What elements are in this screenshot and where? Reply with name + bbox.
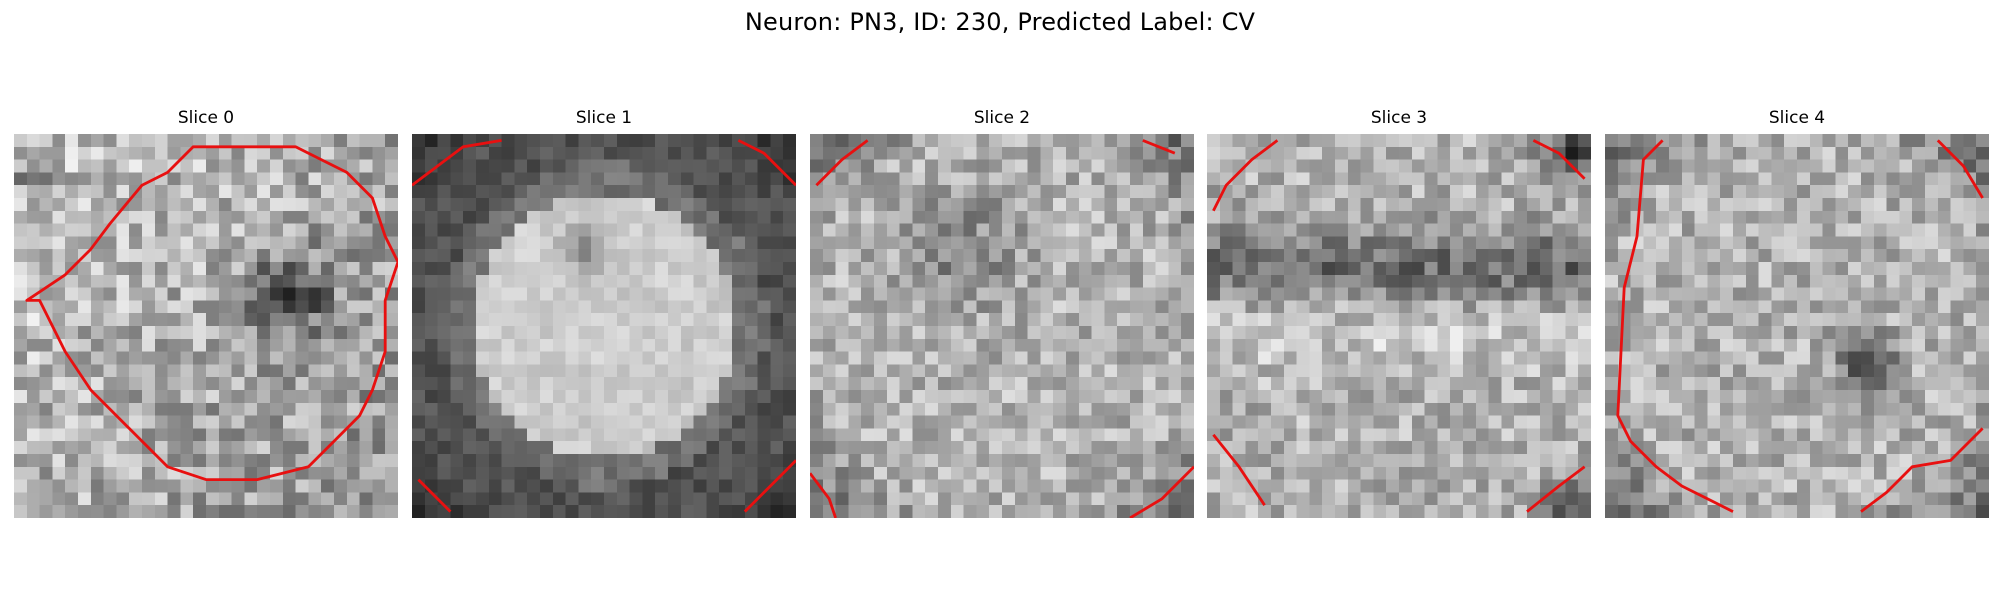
contour-overlay (412, 139, 796, 513)
segmentation-contour (1616, 139, 1734, 513)
slice-title: Slice 4 (1768, 108, 1826, 128)
figure-title: Neuron: PN3, ID: 230, Predicted Label: C… (744, 8, 1256, 36)
segmentation-contour (1936, 139, 1984, 199)
slice-image-0 (14, 134, 398, 518)
segmentation-contour (815, 139, 869, 187)
slice-image-2 (810, 134, 1194, 518)
contour-overlay (1616, 139, 1984, 513)
segmentation-contour (1526, 465, 1586, 513)
contour-overlay (1212, 139, 1586, 513)
segmentation-contour (412, 139, 502, 187)
slice-title: Slice 2 (973, 108, 1031, 128)
slice-image-4 (1605, 134, 1989, 518)
segmentation-contour (417, 478, 452, 513)
segmentation-contour (1860, 427, 1984, 513)
segmentation-contour (810, 472, 837, 518)
contour-overlay (25, 145, 398, 482)
slice-title: Slice 1 (575, 108, 633, 128)
segmentation-contour (1212, 433, 1266, 506)
segmentation-contour (1129, 465, 1194, 518)
segmentation-contour (1532, 139, 1586, 180)
contour-overlay (810, 139, 1194, 518)
slice-title: Slice 3 (1370, 108, 1428, 128)
slice-image-3 (1207, 134, 1591, 518)
segmentation-contour (1212, 139, 1279, 212)
slice-image-1 (412, 134, 796, 518)
segmentation-contour (25, 145, 398, 482)
slice-title: Slice 0 (177, 108, 235, 128)
segmentation-contour (737, 139, 796, 187)
segmentation-contour (1142, 139, 1176, 155)
segmentation-contour (743, 459, 796, 513)
